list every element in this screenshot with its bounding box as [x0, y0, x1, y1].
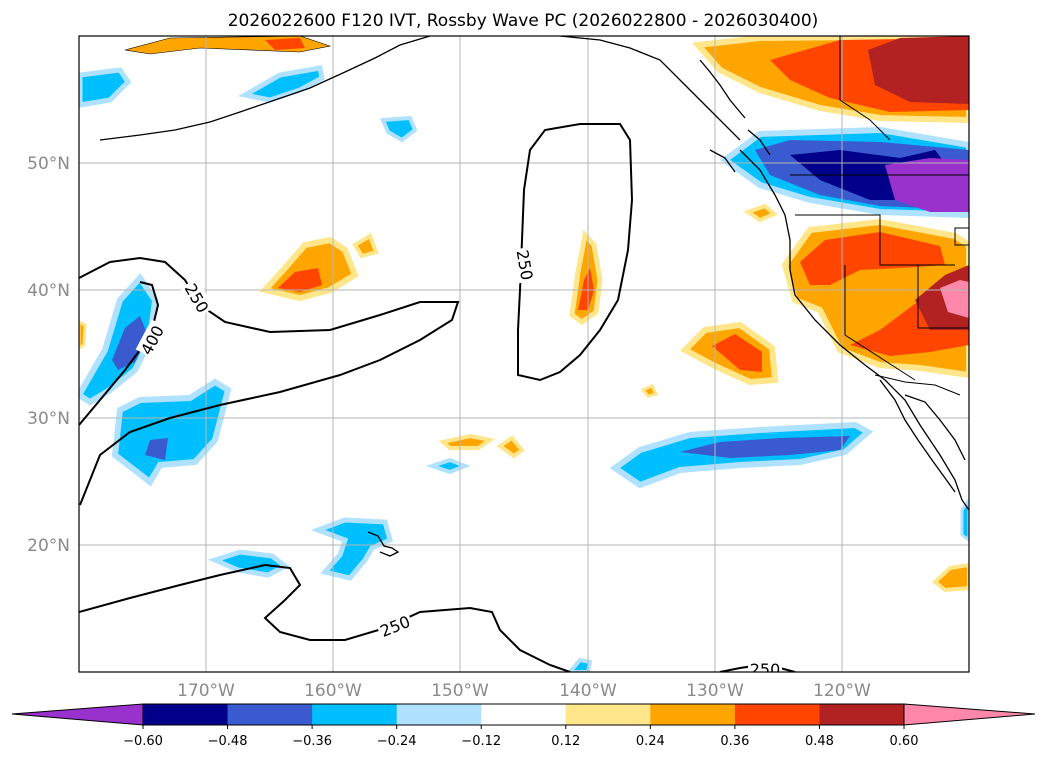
colorbar-tick-label: −0.24	[377, 734, 417, 749]
border-us-states-d	[954, 227, 969, 246]
border-us-states-b	[844, 265, 916, 381]
border-us-states-c	[917, 265, 969, 329]
border-us-mexico	[874, 374, 961, 396]
anomaly-positive-east-pacific-red	[712, 334, 762, 372]
anomaly-negative-east-edge	[960, 497, 969, 542]
lon-label-160w: 160°W	[304, 681, 362, 701]
coastline-bc-islands	[699, 59, 771, 173]
anomaly-negative-west-band-core	[112, 316, 148, 370]
lon-label-130w: 130°W	[686, 681, 744, 701]
map-panel: 250 400 250 250 250	[78, 35, 970, 679]
lon-label-120w: 120°W	[813, 681, 871, 701]
anomaly-negative-west-lower	[111, 378, 232, 487]
anomaly-negative-northwest	[79, 67, 132, 108]
lat-label-30n: 30°N	[27, 409, 70, 429]
map-title: 2026022600 F120 IVT, Rossby Wave PC (202…	[228, 11, 819, 31]
anomaly-positive-small-a	[438, 433, 496, 450]
coastlines	[99, 36, 969, 557]
anomaly-positive-small-b	[496, 435, 525, 459]
anomaly-positive-oregon-small	[743, 203, 778, 223]
longitude-labels: 170°W 160°W 150°W 140°W 130°W 120°W	[177, 681, 871, 701]
colorbar-tick-label: −0.36	[292, 734, 332, 749]
coastline-north-america-west	[739, 149, 969, 511]
colorbar-tick-label: −0.12	[461, 734, 501, 749]
colorbar-segment	[396, 704, 482, 725]
colorbar-segment	[227, 704, 313, 725]
lat-label-50n: 50°N	[27, 154, 70, 174]
anomaly-negative-west-lower-core	[145, 438, 168, 460]
lon-label-150w: 150°W	[431, 681, 489, 701]
anomaly-positive-left-edge	[79, 320, 87, 350]
anomaly-negative-bottom	[567, 657, 593, 672]
anomaly-positive-mexico	[931, 562, 969, 593]
colorbar-tick-label: 0.48	[805, 734, 834, 749]
anomaly-positive-center-west-red	[278, 268, 322, 292]
coastline-alaska	[99, 36, 741, 141]
latitude-labels: 50°N 40°N 30°N 20°N	[27, 154, 70, 556]
colorbar-tick-label: 0.24	[636, 734, 665, 749]
coastline-baja	[879, 379, 956, 493]
borders	[790, 36, 969, 396]
colorbar-segment	[143, 704, 229, 725]
colorbar-tick-label: −0.60	[123, 734, 163, 749]
coastline-gulf-california	[904, 394, 966, 461]
lon-label-170w: 170°W	[177, 681, 235, 701]
anomaly-negative-gulf-small	[380, 115, 418, 143]
colorbar-tick-label: 0.36	[720, 734, 749, 749]
colorbar: −0.60 −0.48 −0.36 −0.24 −0.12 0.12 0.24 0.36 0.4…	[11, 703, 1036, 749]
colorbar-tick-label: 0.12	[551, 734, 580, 749]
colorbar-extend-left	[11, 703, 144, 726]
anomaly-negative-subtropical-core	[680, 436, 850, 458]
contour-250-west	[79, 256, 460, 506]
colorbar-segments	[142, 703, 905, 726]
anomaly-positive-north-core	[265, 38, 305, 50]
anomaly-positive-canada-darkred	[868, 36, 969, 104]
lon-label-140w: 140°W	[559, 681, 617, 701]
anomaly-positive-mid-pacific-red	[578, 268, 594, 310]
map-frame	[78, 35, 970, 673]
colorbar-segment	[734, 704, 820, 725]
anomaly-negative-idaho-purple	[885, 158, 969, 212]
colorbar-tick-label: 0.60	[890, 734, 919, 749]
colorbar-segment	[565, 704, 651, 725]
coastline-hawaii	[367, 531, 400, 557]
colorbar-segment	[650, 704, 736, 725]
anomaly-negative-small-d	[425, 457, 471, 475]
colorbar-tick-label: −0.48	[208, 734, 248, 749]
anomaly-negative-hawaii	[310, 517, 393, 581]
lat-label-40n: 40°N	[27, 281, 70, 301]
anomaly-negative-alaska	[237, 65, 325, 103]
colorbar-segment	[312, 704, 398, 725]
lat-label-20n: 20°N	[27, 536, 70, 556]
gridlines	[79, 36, 969, 672]
colorbar-segment	[481, 704, 567, 725]
colorbar-extend-right	[903, 703, 1036, 726]
border-alaska-canada	[839, 36, 891, 141]
anomaly-positive-center-small	[352, 233, 379, 259]
colorbar-ticks: −0.60 −0.48 −0.36 −0.24 −0.12 0.12 0.24 0.36 0.4…	[123, 725, 918, 749]
contour-label-250-southeast: 250	[750, 660, 781, 679]
colorbar-segment	[819, 704, 905, 725]
anomaly-positive-california-red	[800, 232, 945, 285]
anomaly-positive-small-c	[640, 384, 659, 398]
contour-250-south	[79, 563, 571, 672]
